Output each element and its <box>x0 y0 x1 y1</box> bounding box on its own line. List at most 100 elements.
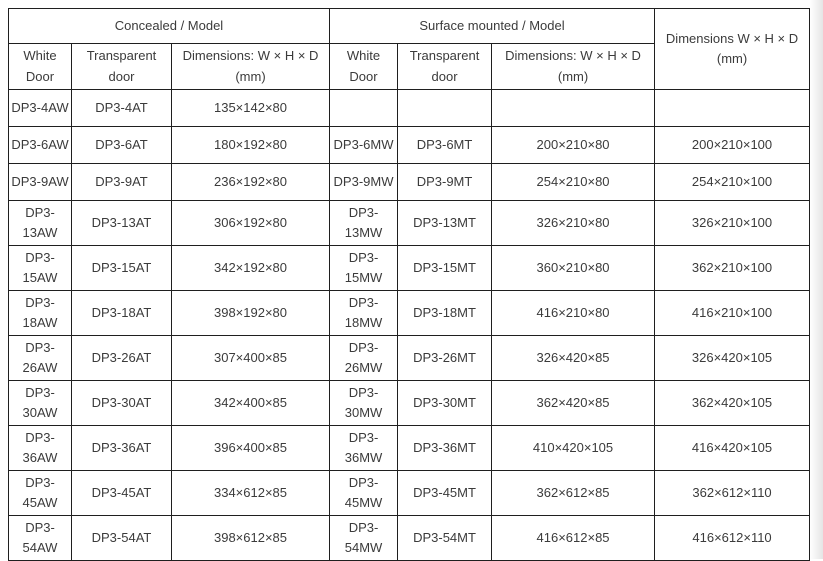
cell-model-white: DP3-13MW <box>329 200 399 246</box>
cell-dimensions: 135×142×80 <box>170 89 331 127</box>
table-row: DP3-6AW DP3-6AT 180×192×80 DP3-6MW DP3-6… <box>8 126 811 164</box>
cell-model-white: DP3-26MW <box>329 335 399 381</box>
cell-dimensions: 200×210×80 <box>491 126 656 164</box>
table-row: DP3-15AW DP3-15AT 342×192×80 DP3-15MW DP… <box>8 245 811 291</box>
cell-model-transparent: DP3-6AT <box>71 126 172 164</box>
table-row: DP3-4AW DP3-4AT 135×142×80 <box>8 89 811 127</box>
cell-model-white: DP3-36AW <box>8 425 72 471</box>
cell-dimensions: 307×400×85 <box>170 335 331 381</box>
cell-model-white: DP3-9AW <box>8 163 72 201</box>
cell-overall-dimensions <box>654 89 811 127</box>
cell-model-white: DP3-45AW <box>8 470 72 516</box>
header-group-row: Concealed / Model Surface mounted / Mode… <box>7 8 811 90</box>
cell-model-white: DP3-9MW <box>329 163 399 201</box>
cell-dimensions: 334×612×85 <box>170 470 331 516</box>
cell-model-white: DP3-26AW <box>8 335 72 381</box>
header-concealed-dimensions: Dimensions: W × H × D (mm) <box>170 43 331 90</box>
cell-dimensions: 396×400×85 <box>170 425 331 471</box>
table-row: DP3-9AW DP3-9AT 236×192×80 DP3-9MW DP3-9… <box>8 163 811 201</box>
cell-model-white: DP3-4AW <box>8 89 72 127</box>
cell-model-white: DP3-6MW <box>329 126 399 164</box>
cell-overall-dimensions: 362×612×110 <box>654 470 811 516</box>
header-surface-mounted-model: Surface mounted / Model <box>329 8 656 44</box>
cell-dimensions: 326×210×80 <box>491 200 656 246</box>
cell-model-transparent: DP3-4AT <box>71 89 172 127</box>
cell-dimensions <box>491 89 656 127</box>
cell-model-transparent: DP3-9AT <box>71 163 172 201</box>
cell-model-white: DP3-18MW <box>329 290 399 336</box>
cell-model-white: DP3-18AW <box>8 290 72 336</box>
cell-model-transparent: DP3-13AT <box>71 200 172 246</box>
cell-model-transparent: DP3-18MT <box>397 290 493 336</box>
cell-overall-dimensions: 326×420×105 <box>654 335 811 381</box>
cell-dimensions: 398×612×85 <box>170 515 331 561</box>
cell-model-transparent: DP3-15MT <box>397 245 493 291</box>
cell-model-transparent: DP3-18AT <box>71 290 172 336</box>
cell-dimensions: 416×612×85 <box>491 515 656 561</box>
header-surface-transparent-door: Transparent door <box>397 43 493 90</box>
cell-overall-dimensions: 200×210×100 <box>654 126 811 164</box>
cell-dimensions: 326×420×85 <box>491 335 656 381</box>
header-concealed-model: Concealed / Model <box>7 8 331 44</box>
cell-dimensions: 180×192×80 <box>170 126 331 164</box>
cell-model-transparent <box>397 89 493 127</box>
cell-model-white: DP3-54MW <box>329 515 399 561</box>
cell-model-white <box>329 89 399 127</box>
cell-model-transparent: DP3-36MT <box>397 425 493 471</box>
cell-model-transparent: DP3-45MT <box>397 470 493 516</box>
cell-overall-dimensions: 254×210×100 <box>654 163 811 201</box>
cell-model-transparent: DP3-26AT <box>71 335 172 381</box>
table-row: DP3-54AW DP3-54AT 398×612×85 DP3-54MW DP… <box>8 515 811 561</box>
cell-dimensions: 360×210×80 <box>491 245 656 291</box>
cell-dimensions: 398×192×80 <box>170 290 331 336</box>
header-surface-white-door: White Door <box>329 43 399 90</box>
cell-model-transparent: DP3-30AT <box>71 380 172 426</box>
cell-model-white: DP3-36MW <box>329 425 399 471</box>
spec-table: Concealed / Model Surface mounted / Mode… <box>7 8 811 561</box>
cell-dimensions: 362×420×85 <box>491 380 656 426</box>
cell-dimensions: 342×400×85 <box>170 380 331 426</box>
cell-model-white: DP3-13AW <box>8 200 72 246</box>
cell-overall-dimensions: 362×210×100 <box>654 245 811 291</box>
cell-overall-dimensions: 416×420×105 <box>654 425 811 471</box>
cell-model-white: DP3-30MW <box>329 380 399 426</box>
header-concealed-white-door: White Door <box>8 43 72 90</box>
cell-model-transparent: DP3-6MT <box>397 126 493 164</box>
cell-model-transparent: DP3-13MT <box>397 200 493 246</box>
cell-dimensions: 416×210×80 <box>491 290 656 336</box>
cell-dimensions: 362×612×85 <box>491 470 656 516</box>
header-sub-row: White Door Transparent door Dimensions: … <box>8 43 810 90</box>
header-concealed-transparent-door: Transparent door <box>71 43 172 90</box>
cell-model-transparent: DP3-15AT <box>71 245 172 291</box>
cell-overall-dimensions: 326×210×100 <box>654 200 811 246</box>
cell-dimensions: 410×420×105 <box>491 425 656 471</box>
table-row: DP3-45AW DP3-45AT 334×612×85 DP3-45MW DP… <box>8 470 811 516</box>
table-row: DP3-30AW DP3-30AT 342×400×85 DP3-30MW DP… <box>8 380 811 426</box>
cell-dimensions: 236×192×80 <box>170 163 331 201</box>
table-row: DP3-13AW DP3-13AT 306×192×80 DP3-13MW DP… <box>8 200 811 246</box>
table-row: DP3-36AW DP3-36AT 396×400×85 DP3-36MW DP… <box>8 425 811 471</box>
cell-model-transparent: DP3-36AT <box>71 425 172 471</box>
cell-dimensions: 306×192×80 <box>170 200 331 246</box>
header-surface-dimensions: Dimensions: W × H × D (mm) <box>491 43 656 90</box>
header-overall-dimensions: Dimensions W × H × D (mm) <box>654 8 811 90</box>
cell-model-transparent: DP3-9MT <box>397 163 493 201</box>
cell-model-transparent: DP3-45AT <box>71 470 172 516</box>
cell-dimensions: 342×192×80 <box>170 245 331 291</box>
cell-model-white: DP3-15MW <box>329 245 399 291</box>
right-edge-shade <box>810 0 823 559</box>
cell-model-white: DP3-30AW <box>8 380 72 426</box>
table-row: DP3-18AW DP3-18AT 398×192×80 DP3-18MW DP… <box>8 290 811 336</box>
cell-overall-dimensions: 416×612×110 <box>654 515 811 561</box>
cell-model-white: DP3-6AW <box>8 126 72 164</box>
cell-model-transparent: DP3-54MT <box>397 515 493 561</box>
cell-model-transparent: DP3-26MT <box>397 335 493 381</box>
cell-model-white: DP3-15AW <box>8 245 72 291</box>
cell-model-transparent: DP3-30MT <box>397 380 493 426</box>
cell-overall-dimensions: 362×420×105 <box>654 380 811 426</box>
cell-overall-dimensions: 416×210×100 <box>654 290 811 336</box>
table-row: DP3-26AW DP3-26AT 307×400×85 DP3-26MW DP… <box>8 335 811 381</box>
cell-dimensions: 254×210×80 <box>491 163 656 201</box>
cell-model-white: DP3-45MW <box>329 470 399 516</box>
cell-model-transparent: DP3-54AT <box>71 515 172 561</box>
